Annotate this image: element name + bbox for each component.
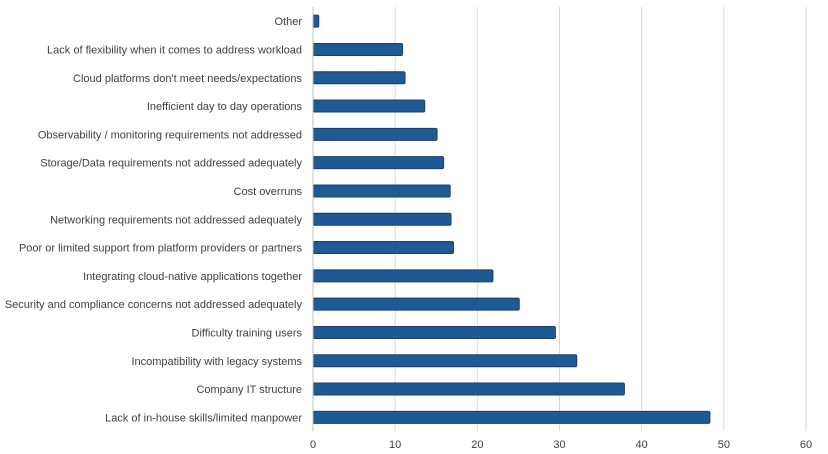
- x-tick-label: 60: [800, 439, 812, 451]
- category-label: Security and compliance concerns not add…: [5, 299, 303, 311]
- bars: [312, 14, 711, 424]
- category-label: Cost overruns: [234, 186, 303, 198]
- bar: [312, 184, 451, 198]
- category-label: Observability / monitoring requirements …: [38, 129, 302, 141]
- x-tick-label: 50: [718, 439, 730, 451]
- category-label: Inefficient day to day operations: [147, 101, 303, 113]
- bar: [312, 99, 426, 113]
- x-tick-label: 40: [636, 439, 648, 451]
- bar: [312, 382, 625, 396]
- bar: [312, 14, 320, 28]
- category-label: Cloud platforms don't meet needs/expecta…: [73, 73, 302, 85]
- category-labels: Other Lack of flexibility when it comes t…: [5, 16, 303, 424]
- bar: [312, 325, 556, 339]
- x-tick-label: 0: [310, 439, 316, 451]
- bar: [312, 71, 406, 85]
- bar: [312, 297, 520, 311]
- category-label: Lack of flexibility when it comes to add…: [47, 44, 302, 56]
- category-label: Incompatibility with legacy systems: [131, 356, 302, 368]
- category-label: Lack of in-house skills/limited manpower: [105, 412, 302, 424]
- gridlines: [394, 7, 807, 431]
- bar: [312, 212, 452, 226]
- bar: [312, 127, 438, 141]
- bar: [312, 269, 494, 283]
- x-tick-label: 20: [471, 439, 483, 451]
- bar: [312, 241, 455, 255]
- x-tick-label: 30: [553, 439, 565, 451]
- category-label: Other: [274, 16, 302, 28]
- bar: [312, 156, 445, 170]
- bar: [312, 410, 711, 424]
- bar: [312, 42, 404, 56]
- category-label: Poor or limited support from platform pr…: [19, 243, 303, 255]
- x-axis-tick-labels: 0 10 20 30 40 50 60: [310, 439, 812, 451]
- x-tick-label: 10: [389, 439, 401, 451]
- category-label: Integrating cloud-native applications to…: [83, 271, 302, 283]
- category-label: Difficulty training users: [192, 327, 303, 339]
- category-label: Company IT structure: [196, 384, 302, 396]
- bar: [312, 354, 578, 368]
- category-label: Networking requirements not addressed ad…: [50, 214, 302, 226]
- category-label: Storage/Data requirements not addressed …: [40, 158, 302, 170]
